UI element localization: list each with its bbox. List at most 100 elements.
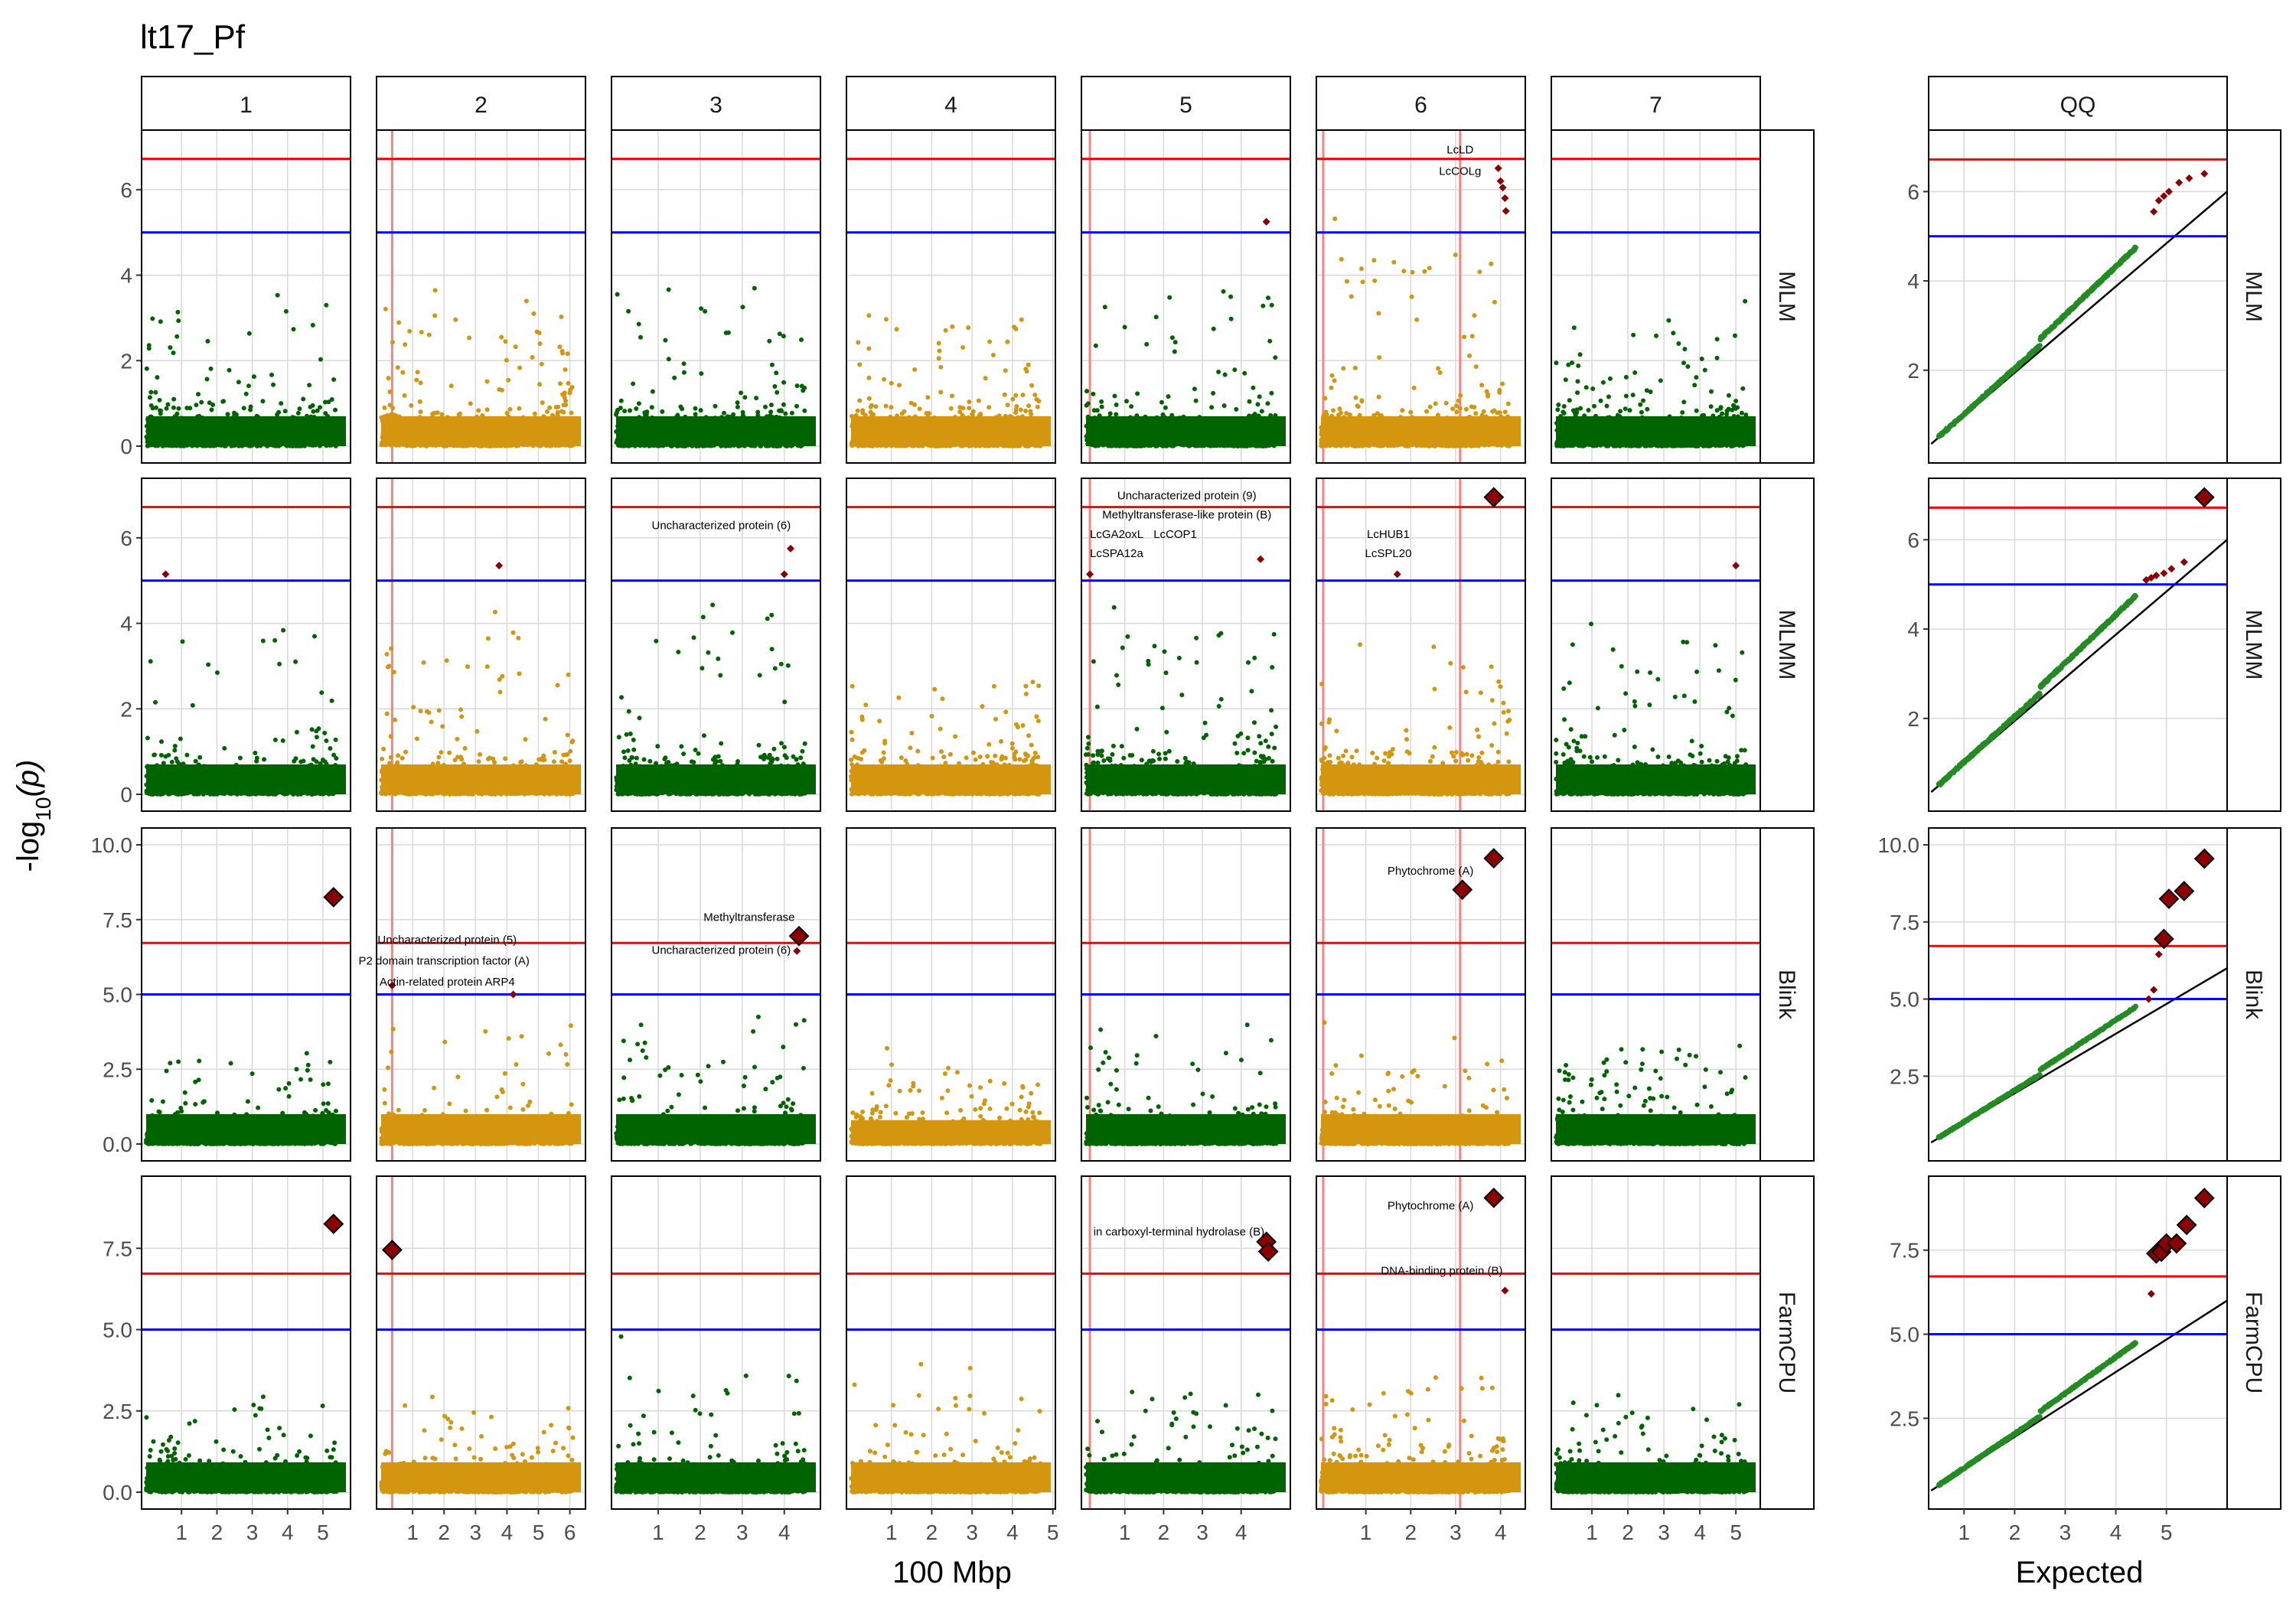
x-tick-label: 6 xyxy=(564,1521,576,1544)
panels: 1 2 3 4 5 6 7 QQ0246LcLDLcCOLgMLM246MLM0246Unch… xyxy=(91,76,2281,1544)
panel-border xyxy=(611,478,821,812)
panel-border xyxy=(1316,827,1526,1162)
qq-significant-point xyxy=(2150,207,2158,216)
y-tick-label: 2.5 xyxy=(1890,1407,1919,1430)
snp-base-band xyxy=(616,1462,816,1492)
significant-snp xyxy=(788,925,810,947)
y-tick-label: 7.5 xyxy=(1890,1239,1919,1263)
x-tick-label: 1 xyxy=(175,1521,188,1544)
snp-base-band xyxy=(616,416,816,446)
panel-border xyxy=(1081,1175,1291,1510)
x-tick-label: 4 xyxy=(282,1521,294,1544)
x-tick-label: 2 xyxy=(1405,1521,1417,1544)
gene-annotation: Methyltransferase xyxy=(703,911,794,924)
manhattan-panel xyxy=(1081,129,1291,464)
significant-snp xyxy=(323,887,344,908)
row-strip-label: MLMM xyxy=(2241,610,2266,680)
significant-snp xyxy=(1501,194,1509,203)
snp-base-band xyxy=(381,1462,581,1492)
snp-base-band xyxy=(146,416,346,446)
row-strip xyxy=(1760,478,1815,812)
snp-base-band xyxy=(1556,416,1756,446)
panel-border xyxy=(1081,827,1291,1162)
snp-base-band xyxy=(381,416,581,446)
significant-snp xyxy=(1483,1187,1505,1208)
panel-border xyxy=(611,1175,821,1510)
significant-snp xyxy=(381,1239,403,1260)
row-strip-label: FarmCPU xyxy=(2241,1292,2266,1393)
y-tick-label: 5.0 xyxy=(1890,1323,1919,1347)
row-strip xyxy=(1760,129,1815,464)
panel-border xyxy=(611,129,821,464)
qq-points xyxy=(1936,1340,2138,1488)
x-tick-label: 1 xyxy=(1958,1521,1970,1544)
y-tick-label: 7.5 xyxy=(103,908,132,932)
snp-base-band xyxy=(1321,1462,1521,1492)
qq-significant-point xyxy=(2144,995,2153,1003)
y-axis-label: -log10(p) xyxy=(11,760,55,872)
x-tick-label: 4 xyxy=(1694,1521,1706,1544)
manhattan-panel: Methyltransferase Uncharacterized protein… xyxy=(611,827,821,1162)
y-tick-label: 4 xyxy=(1907,618,1919,641)
panel-border xyxy=(1316,478,1526,812)
manhattan-panel xyxy=(141,1175,351,1510)
snp-base-band xyxy=(1086,1462,1286,1492)
snp-base-band xyxy=(1556,764,1756,794)
significant-snp xyxy=(1086,570,1094,579)
qq-significant-point xyxy=(2154,950,2163,959)
snp-base-band xyxy=(616,1113,816,1144)
manhattan-panel xyxy=(846,1175,1056,1510)
qq-significant-point xyxy=(2153,928,2174,950)
gene-annotation: LcHUB1 xyxy=(1367,528,1410,541)
panel-border xyxy=(611,827,821,1162)
manhattan-panel: LcLD LcCOLg xyxy=(1316,129,1526,464)
qq-significant-point xyxy=(2167,565,2176,573)
gene-annotation: in carboxyl-terminal hydrolase (B) xyxy=(1094,1225,1264,1238)
snp-base-band xyxy=(851,764,1051,794)
gene-annotation: Methyltransferase-like protein (B) xyxy=(1102,509,1271,522)
manhattan-panel xyxy=(376,129,586,464)
panel-border xyxy=(1316,129,1526,464)
panel-border xyxy=(376,478,586,812)
significant-snp xyxy=(1501,1286,1509,1295)
significant-snp xyxy=(1483,487,1505,508)
significant-snp xyxy=(323,1213,344,1234)
x-tick-label: 1 xyxy=(406,1521,419,1544)
manhattan-panel xyxy=(141,827,351,1162)
y-tick-label: 10.0 xyxy=(91,833,133,857)
significant-snp xyxy=(509,990,517,999)
snp-base-band xyxy=(1086,416,1286,446)
qq-significant-point xyxy=(2193,1188,2215,1209)
gene-annotation: LcCOLg xyxy=(1439,165,1481,178)
x-tick-label: 3 xyxy=(246,1521,259,1544)
significant-snp xyxy=(787,544,795,553)
gene-annotation: Phytochrome (A) xyxy=(1388,1199,1474,1212)
panel-border xyxy=(846,827,1056,1162)
figure-title: lt17_Pf xyxy=(140,18,246,56)
y-tick-label: 5.0 xyxy=(103,983,132,1007)
y-tick-label: 0.0 xyxy=(103,1481,132,1504)
significant-snp xyxy=(1262,217,1270,226)
y-tick-label: 4 xyxy=(120,264,132,288)
snp-base-band xyxy=(381,764,581,794)
snp-base-band xyxy=(616,764,816,794)
x-tick-label: 2 xyxy=(926,1521,938,1544)
y-tick-label: 2.5 xyxy=(103,1058,132,1081)
gene-annotation: LcCOP1 xyxy=(1153,528,1197,541)
y-tick-label: 2.5 xyxy=(103,1400,132,1423)
panel-border xyxy=(141,129,351,464)
gene-annotation: LcSPA12a xyxy=(1090,547,1143,560)
x-tick-label: 3 xyxy=(1196,1521,1208,1544)
qq-significant-point xyxy=(2193,848,2215,869)
significant-snp xyxy=(1257,1241,1279,1262)
panel-border xyxy=(1928,129,2228,464)
panel-border xyxy=(1081,478,1291,812)
x-tick-label: 5 xyxy=(2161,1521,2173,1544)
manhattan-panel xyxy=(1551,129,1761,464)
panel-border xyxy=(141,827,351,1162)
panel-border xyxy=(376,827,586,1162)
y-axis-label-suffix: (p) xyxy=(11,760,45,797)
qq-significant-point xyxy=(2160,569,2168,578)
column-strip xyxy=(1928,76,2228,131)
manhattan-panel xyxy=(1551,827,1761,1162)
